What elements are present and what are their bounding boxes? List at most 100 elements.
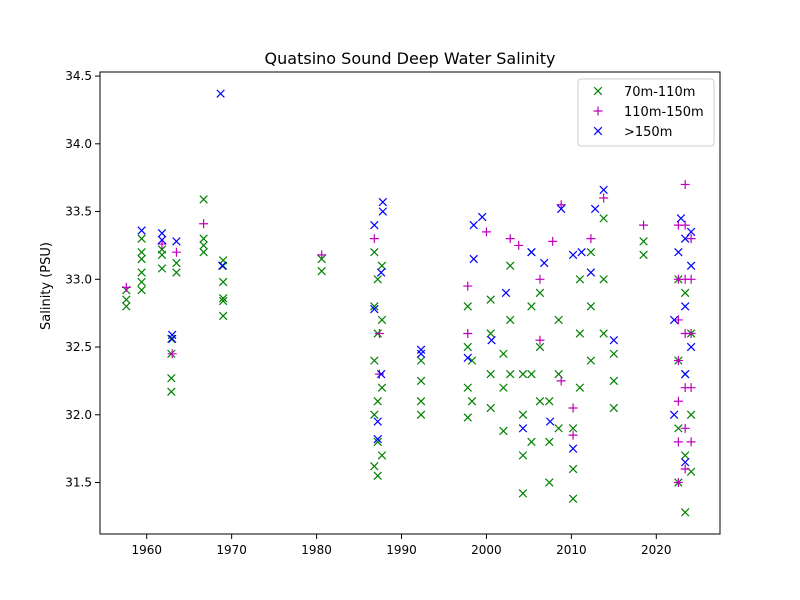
- data-point-series-1-15: [535, 274, 545, 284]
- data-point-series-0-23: [218, 296, 228, 306]
- y-tick-label-0: 31.5: [65, 476, 92, 490]
- data-point-series-2-45: [686, 261, 696, 270]
- data-point-series-0-35: [373, 471, 382, 480]
- data-markers: [121, 89, 696, 517]
- data-point-series-0-16: [172, 268, 181, 277]
- data-point-series-0-12: [167, 387, 176, 396]
- data-point-series-0-95: [609, 349, 619, 359]
- data-point-series-0-32: [370, 356, 379, 365]
- data-point-series-0-70: [527, 302, 536, 311]
- data-point-series-1-12: [505, 234, 515, 244]
- data-point-series-2-9: [370, 220, 379, 230]
- data-point-series-0-67: [518, 369, 528, 379]
- data-point-series-2-22: [487, 336, 496, 345]
- data-point-series-0-68: [527, 437, 536, 447]
- data-point-series-1-28: [673, 315, 683, 325]
- data-point-series-2-5: [172, 237, 181, 246]
- data-point-series-2-27: [545, 417, 555, 426]
- legend: 70m-110m 110m-150m >150m: [577, 78, 715, 147]
- data-point-series-1-40: [686, 328, 696, 338]
- data-point-series-2-17: [416, 345, 426, 354]
- data-point-series-0-24: [218, 294, 228, 303]
- data-point-series-1-27: [673, 356, 683, 366]
- data-point-series-0-53: [467, 356, 477, 365]
- data-point-series-1-2: [167, 349, 177, 359]
- data-point-series-0-94: [609, 376, 619, 386]
- data-point-series-2-38: [674, 247, 683, 257]
- data-point-series-0-51: [463, 302, 472, 311]
- data-point-series-2-25: [527, 247, 536, 257]
- data-point-series-0-47: [416, 356, 426, 365]
- data-point-series-2-14: [378, 207, 388, 216]
- data-point-series-1-0: [121, 282, 131, 292]
- data-point-series-0-59: [499, 383, 508, 392]
- data-point-series-2-4: [167, 330, 177, 340]
- data-point-series-2-42: [680, 302, 690, 311]
- data-point-series-2-41: [680, 369, 690, 379]
- data-point-series-0-37: [373, 397, 382, 406]
- data-point-series-1-23: [639, 220, 649, 230]
- data-point-series-0-93: [609, 403, 619, 413]
- data-point-series-2-29: [568, 444, 578, 453]
- data-point-series-1-32: [680, 423, 690, 433]
- data-point-series-0-9: [157, 264, 167, 273]
- data-point-series-2-6: [216, 89, 225, 98]
- data-point-series-2-23: [501, 288, 511, 298]
- data-point-series-0-92: [599, 214, 608, 223]
- data-point-series-0-86: [575, 275, 585, 284]
- data-point-series-0-83: [568, 424, 578, 433]
- data-point-series-0-63: [505, 261, 515, 270]
- data-point-series-1-8: [374, 328, 384, 338]
- data-point-series-0-8: [137, 234, 146, 243]
- data-point-series-0-13: [167, 373, 176, 383]
- data-point-series-0-75: [545, 478, 554, 487]
- data-point-series-0-102: [680, 508, 690, 517]
- data-point-series-0-60: [499, 349, 508, 359]
- data-point-series-0-20: [199, 234, 208, 243]
- x-tick-label-2: 1980: [301, 543, 332, 557]
- data-point-series-1-1: [157, 239, 167, 249]
- data-point-series-1-20: [568, 403, 578, 413]
- data-point-series-0-41: [377, 383, 387, 392]
- data-point-series-2-24: [518, 424, 528, 433]
- data-point-series-0-5: [137, 268, 146, 277]
- data-point-series-2-36: [669, 410, 679, 419]
- data-point-series-2-12: [376, 369, 386, 379]
- data-point-series-2-35: [609, 336, 619, 345]
- data-point-series-2-40: [680, 457, 690, 467]
- legend-marker-0: [593, 86, 603, 96]
- data-point-series-0-17: [172, 258, 181, 268]
- data-point-series-2-16: [416, 349, 426, 359]
- data-point-series-0-31: [370, 410, 379, 419]
- data-point-series-0-77: [545, 397, 554, 406]
- data-point-series-0-4: [137, 277, 146, 287]
- data-point-series-1-21: [586, 234, 596, 244]
- data-point-series-2-13: [376, 268, 386, 277]
- y-tick-label-3: 33.0: [65, 272, 92, 286]
- data-point-series-0-62: [505, 315, 515, 325]
- data-point-series-0-76: [545, 437, 554, 447]
- data-point-series-0-90: [599, 329, 608, 338]
- data-point-series-2-1: [157, 235, 167, 245]
- data-point-series-2-37: [669, 315, 679, 325]
- data-point-series-2-30: [568, 250, 578, 260]
- x-tick-label-1: 1970: [216, 543, 247, 557]
- chart-title: Quatsino Sound Deep Water Salinity: [265, 49, 556, 68]
- x-tick-label-5: 2010: [556, 543, 587, 557]
- data-point-series-1-37: [680, 179, 690, 189]
- data-point-series-0-74: [535, 288, 545, 298]
- data-point-series-0-87: [586, 356, 596, 365]
- data-point-series-1-41: [686, 274, 696, 284]
- data-point-series-2-31: [577, 247, 586, 257]
- data-point-series-0-46: [416, 376, 426, 386]
- data-point-series-0-80: [554, 315, 563, 325]
- y-tick-label-4: 33.5: [65, 205, 92, 219]
- data-point-series-0-18: [199, 247, 208, 257]
- data-point-series-0-1: [122, 295, 131, 304]
- data-point-series-0-65: [518, 451, 528, 460]
- data-point-series-0-105: [680, 288, 690, 298]
- data-point-series-2-44: [686, 342, 696, 352]
- data-point-series-0-66: [518, 410, 528, 419]
- y-tick-label-6: 34.5: [65, 69, 92, 83]
